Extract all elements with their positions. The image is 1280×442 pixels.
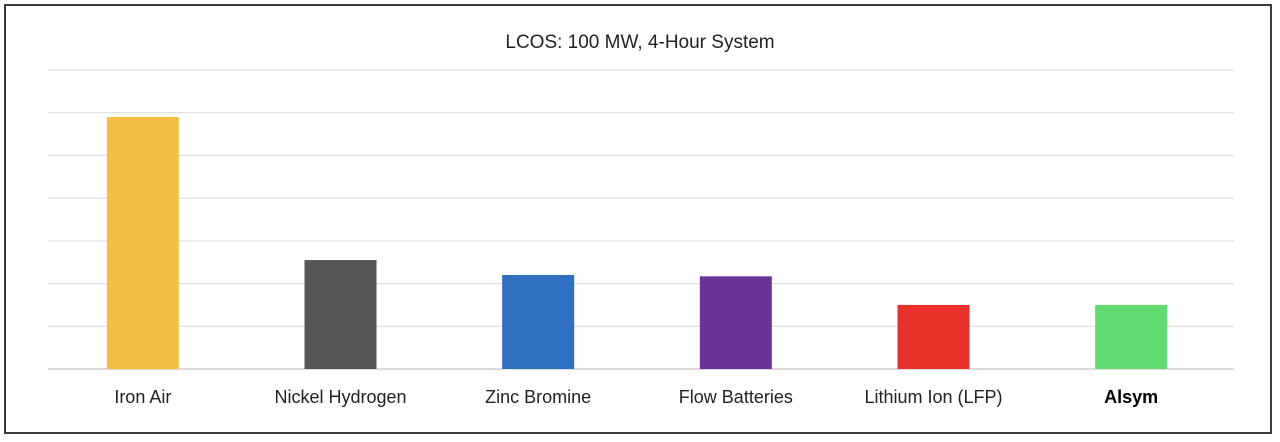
bar-zinc-bromine — [502, 275, 575, 369]
gridlines — [48, 69, 1234, 370]
category-label: Flow Batteries — [679, 387, 793, 407]
chart-frame — [4, 4, 1272, 434]
chart-title: LCOS: 100 MW, 4-Hour System — [505, 32, 774, 53]
category-labels: Iron Air Nickel Hydrogen Zinc Bromine Flow … — [114, 387, 1158, 407]
bar-flow-batteries — [699, 276, 772, 369]
bar-iron-air — [106, 116, 179, 369]
category-label: Lithium Ion (LFP) — [864, 387, 1002, 407]
category-label: Nickel Hydrogen — [274, 387, 406, 407]
category-label: Iron Air — [114, 387, 171, 407]
bars — [106, 116, 1168, 369]
bar-lithium-ion-lfp — [897, 304, 970, 369]
bar-nickel-hydrogen — [304, 260, 377, 369]
category-label: Zinc Bromine — [485, 387, 591, 407]
category-label: Alsym — [1104, 387, 1158, 407]
bar-alsym — [1095, 304, 1168, 369]
